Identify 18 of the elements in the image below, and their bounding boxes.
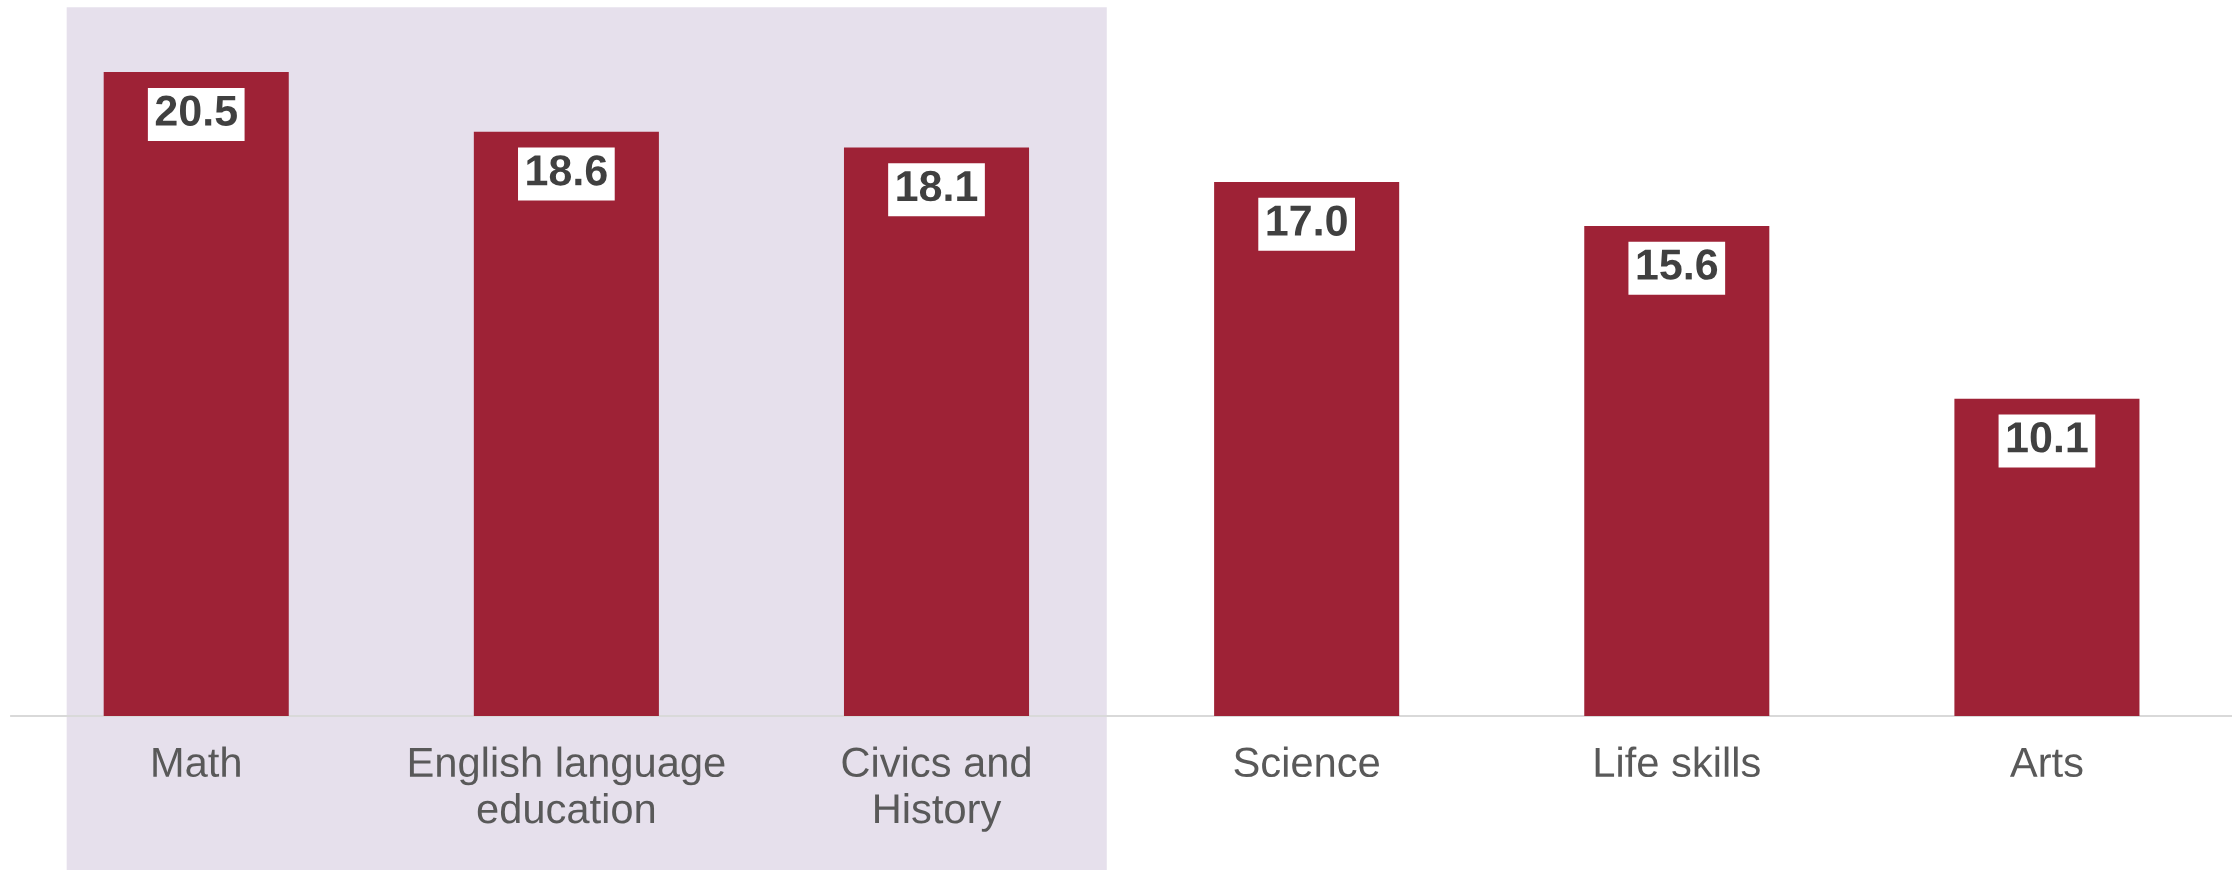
data-label: 10.1 [2007, 422, 2088, 453]
bar [473, 131, 659, 716]
x-tick-label: Arts [2009, 748, 2083, 778]
data-label: 20.5 [155, 95, 237, 126]
data-label: 18.1 [897, 170, 978, 202]
data-label: 15.6 [1637, 249, 1718, 280]
data-label: 17.0 [1267, 205, 1347, 236]
x-tick-label: Life skills [1595, 746, 1760, 778]
data-label: 18.6 [527, 155, 607, 186]
x-tick-label: Math [153, 746, 240, 778]
x-tick-label: English language education [409, 746, 725, 824]
bar [103, 72, 289, 716]
bar [1214, 182, 1400, 716]
bar [843, 147, 1030, 716]
bar [1954, 398, 2140, 716]
x-tick-label: Civics and History [842, 746, 1030, 832]
bar [1584, 226, 1770, 716]
x-tick-label: Science [1234, 746, 1379, 778]
